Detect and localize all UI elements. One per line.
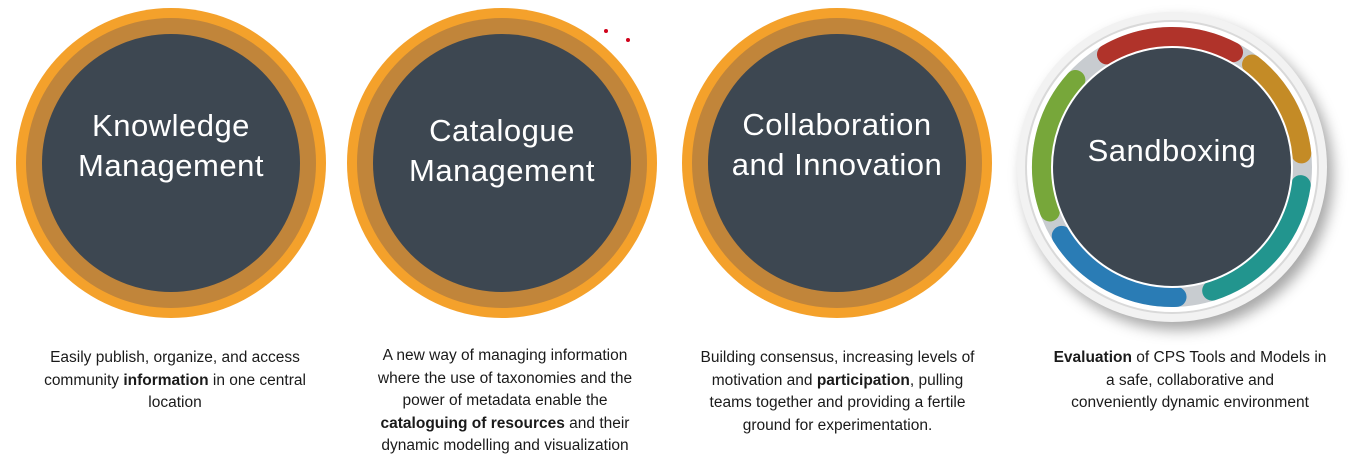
- desc-line: Easily publish, organize, and access: [50, 349, 300, 366]
- sandboxing-description: Evaluation of CPS Tools and Models in a …: [1025, 347, 1355, 415]
- catalogue-management-title: Catalogue Management: [373, 34, 631, 292]
- desc-line: conveniently dynamic environment: [1071, 394, 1309, 411]
- desc-line: teams together and providing a fertile: [709, 394, 966, 411]
- title-line: Management: [78, 148, 264, 183]
- card-collaboration-innovation: Collaboration and Innovation Building co…: [675, 0, 1005, 461]
- desc-line: cataloguing of resources and their: [380, 414, 630, 432]
- sandboxing-badge: Sandboxing: [1017, 12, 1335, 330]
- title-line: Sandboxing: [1087, 132, 1257, 168]
- desc-line: A new way of managing information: [382, 347, 628, 364]
- title-line: Collaboration: [742, 106, 932, 142]
- knowledge-management-badge: Knowledge Management: [16, 8, 326, 318]
- decorative-dot: [604, 29, 608, 33]
- desc-line: a safe, collaborative and: [1105, 371, 1275, 389]
- desc-line: power of metadata enable the: [402, 392, 608, 409]
- desc-line: community information in one central: [44, 371, 306, 389]
- collaboration-innovation-title: Collaboration and Innovation: [708, 34, 966, 292]
- collaboration-innovation-badge: Collaboration and Innovation: [682, 8, 992, 318]
- decorative-dot: [626, 38, 630, 42]
- desc-line: location: [148, 394, 202, 411]
- desc-line: Evaluation of CPS Tools and Models in: [1053, 349, 1327, 366]
- title-line: Management: [409, 153, 595, 188]
- collaboration-innovation-description: Building consensus, increasing levels of…: [675, 347, 1000, 437]
- desc-line: where the use of taxonomies and the: [377, 369, 633, 387]
- desc-line: Building consensus, increasing levels of: [700, 349, 975, 366]
- card-sandboxing: Sandboxing Evaluation of CPS Tools and M…: [1005, 0, 1372, 461]
- title-line: Knowledge: [92, 107, 250, 143]
- catalogue-management-description: A new way of managing information where …: [350, 345, 660, 458]
- sandboxing-segments: [1032, 27, 1312, 307]
- desc-line: ground for experimentation.: [742, 416, 933, 434]
- catalogue-management-badge: Catalogue Management: [347, 8, 657, 318]
- card-knowledge-management: Knowledge Management Easily publish, org…: [0, 0, 345, 461]
- sandbox-ring-segment: [1051, 225, 1187, 307]
- card-catalogue-management: Catalogue Management A new way of managi…: [345, 0, 675, 461]
- knowledge-management-description: Easily publish, organize, and access com…: [10, 347, 340, 415]
- desc-line: motivation and participation, pulling: [711, 371, 964, 389]
- sandbox-ring-segment: [1242, 54, 1312, 164]
- sandbox-ring-segment: [1202, 175, 1311, 301]
- knowledge-management-title: Knowledge Management: [42, 34, 300, 292]
- sandboxing-title: Sandboxing: [1051, 46, 1293, 288]
- sandbox-ring-segment: [1032, 70, 1086, 222]
- desc-line: dynamic modelling and visualization: [381, 437, 629, 454]
- title-line: Catalogue: [429, 112, 575, 148]
- title-line: and Innovation: [731, 147, 943, 182]
- sandbox-ring-segment: [1097, 27, 1244, 65]
